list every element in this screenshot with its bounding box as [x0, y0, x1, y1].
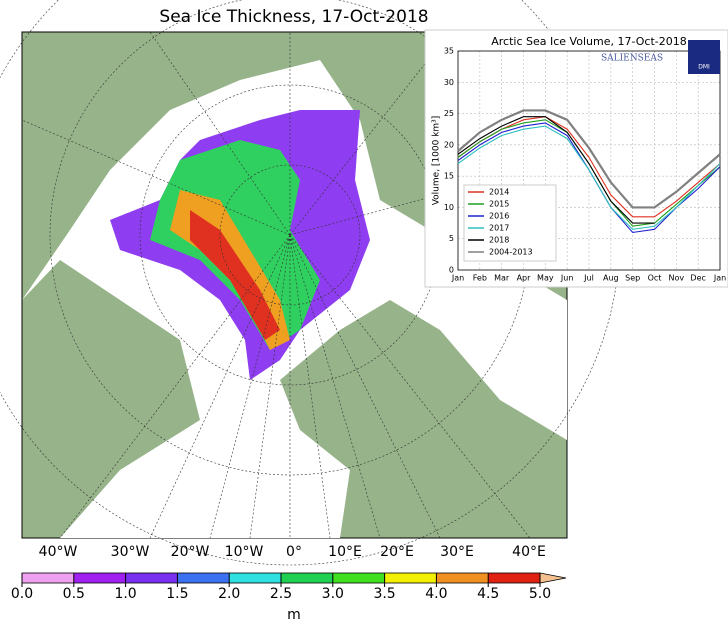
series-line	[457, 116, 655, 224]
x-tick-label: Dec	[690, 274, 705, 283]
longitude-label: 10°E	[328, 544, 362, 560]
colorbar-segment	[125, 573, 178, 583]
x-tick-label: May	[537, 274, 554, 283]
inset-chart: Arctic Sea Ice Volume, 17-Oct-2018 Volume…	[424, 29, 728, 288]
map-title: Sea Ice Thickness, 17-Oct-2018	[159, 7, 428, 27]
colorbar-tick-label: 3.0	[322, 586, 344, 602]
longitude-label: 30°E	[440, 544, 474, 560]
y-tick-label: 35	[444, 47, 454, 56]
colorbar-extend	[539, 572, 567, 584]
x-tick-label: Nov	[669, 274, 685, 283]
longitude-label: 30°W	[111, 544, 150, 560]
colorbar: 0.0 0.5 1.0 1.5 2.0 2.5 3.0 3.5 4.0 4.5 5.0 m	[11, 572, 567, 623]
x-tick-label: Mar	[494, 274, 510, 283]
series-line	[457, 109, 721, 209]
colorbar-segment	[436, 573, 489, 583]
x-tick-label: Jul	[583, 274, 594, 283]
chart-title: Arctic Sea Ice Volume, 17-Oct-2018	[491, 35, 686, 48]
colorbar-unit: m	[287, 607, 301, 623]
colorbar-tick-label: 0.5	[63, 586, 85, 602]
longitude-label: 20°W	[171, 544, 210, 560]
y-tick-label: 30	[444, 78, 454, 87]
logo-text-2: DMI	[698, 64, 710, 71]
x-tick-label: Apr	[517, 274, 532, 283]
x-tick-label: Jun	[560, 274, 574, 283]
colorbar-tick-label: 4.0	[425, 586, 447, 602]
x-tick-label: Jan	[451, 274, 464, 283]
legend-label: 2017	[489, 224, 509, 233]
y-axis-label: Volume, [1000 km³]	[432, 116, 442, 206]
y-tick-label: 5	[449, 234, 454, 243]
colorbar-tick-label: 2.0	[218, 586, 240, 602]
legend-label: 2015	[489, 200, 509, 209]
y-tick-label: 15	[444, 172, 454, 181]
x-tick-label: Jan	[713, 274, 726, 283]
colorbar-tick-label: 5.0	[529, 586, 551, 602]
graticule	[21, 31, 568, 539]
colorbar-segment	[22, 573, 75, 583]
colorbar-segment	[281, 573, 334, 583]
colorbar-segment	[332, 573, 386, 583]
colorbar-tick-label: 1.0	[114, 586, 136, 602]
longitude-label: 10°W	[225, 544, 264, 560]
x-tick-label: Feb	[473, 274, 487, 283]
legend-label: 2016	[489, 212, 509, 221]
ice-thickest	[190, 210, 280, 340]
colorbar-tick-label: 1.5	[166, 586, 188, 602]
colorbar-segment	[384, 573, 437, 583]
colorbar-segment	[73, 573, 127, 583]
longitude-label: 40°W	[39, 544, 78, 560]
y-tick-label: 20	[444, 140, 454, 149]
longitude-label: 0°	[286, 544, 302, 560]
colorbar-tick-label: 0.0	[11, 586, 33, 602]
legend-box	[463, 184, 557, 262]
legend-label: 2004-2013	[489, 248, 533, 257]
y-tick-label: 25	[444, 109, 454, 118]
colorbar-segment	[229, 573, 282, 583]
colorbar-tick-label: 3.5	[373, 586, 395, 602]
longitude-labels: 40°W 30°W 20°W 10°W 0° 10°E 20°E 30°E 40°E	[39, 544, 546, 560]
colorbar-tick-label: 4.5	[477, 586, 499, 602]
colorbar-segment	[177, 573, 230, 583]
longitude-label: 20°E	[380, 544, 414, 560]
longitude-label: 40°E	[512, 544, 546, 560]
logo-text: SALIENSEAS	[601, 54, 663, 64]
colorbar-segment	[488, 573, 541, 583]
series-line	[457, 125, 721, 230]
logo-box	[688, 40, 720, 74]
y-tick-label: 0	[449, 266, 454, 275]
x-tick-label: Aug	[603, 274, 619, 283]
legend-label: 2014	[489, 188, 509, 197]
x-tick-label: Oct	[648, 274, 662, 283]
legend-label: 2018	[489, 236, 509, 245]
x-tick-label: Sep	[625, 274, 640, 283]
y-tick-label: 10	[444, 203, 454, 212]
colorbar-tick-label: 2.5	[270, 586, 292, 602]
